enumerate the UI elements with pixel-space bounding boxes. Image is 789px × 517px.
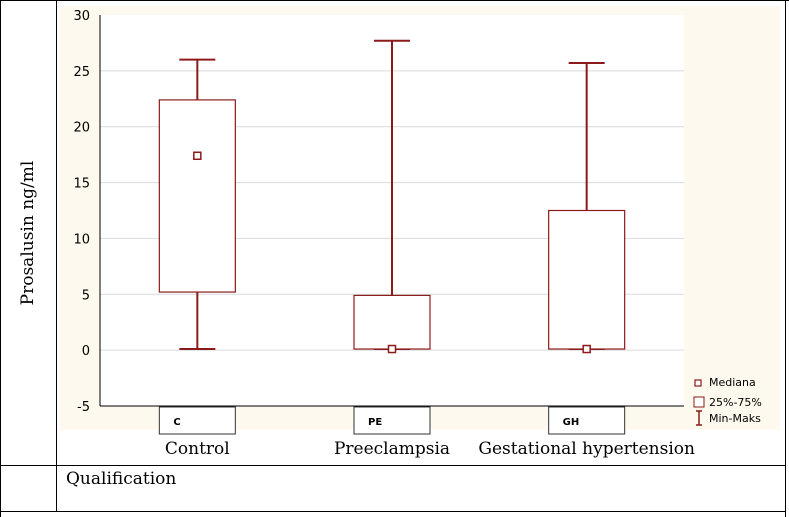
table-border-left bbox=[0, 0, 1, 517]
iqr-box bbox=[158, 99, 236, 293]
median-marker bbox=[193, 151, 202, 161]
median-marker bbox=[582, 344, 591, 354]
y-tick-label: -5 bbox=[77, 400, 90, 415]
iqr-box bbox=[548, 209, 626, 350]
table-border-top bbox=[0, 0, 789, 1]
legend-box-label: 25%-75% bbox=[709, 396, 762, 409]
y-tick-label: 0 bbox=[82, 344, 90, 359]
y-tick-label: 15 bbox=[73, 177, 90, 192]
x-category-label: Gestational hypertension bbox=[478, 439, 695, 459]
iqr-box bbox=[353, 294, 431, 350]
legend-median-label: Mediana bbox=[709, 376, 756, 389]
y-tick-label: 10 bbox=[73, 232, 90, 247]
boxplot-chart: -5 0 5 10 15 20 25 30 C Control PE Preeclampsia GH Ge… bbox=[60, 6, 780, 459]
x-category-label: Preeclampsia bbox=[334, 439, 450, 459]
y-tick-label: 30 bbox=[73, 9, 90, 24]
category-code-box bbox=[353, 406, 431, 435]
category-code-label: GH bbox=[563, 417, 580, 428]
x-category-label: Control bbox=[165, 439, 230, 459]
median-marker bbox=[387, 344, 397, 354]
table-row-divider bbox=[0, 465, 786, 466]
legend-whisker-label: Min-Maks bbox=[709, 412, 761, 425]
category-code-label: PE bbox=[368, 417, 382, 428]
y-tick-label: 5 bbox=[82, 288, 90, 303]
y-tick-label: 20 bbox=[73, 121, 90, 136]
qualification-label: Qualification bbox=[66, 469, 177, 489]
table-border-bottom bbox=[0, 511, 786, 512]
legend-median-icon bbox=[694, 379, 702, 387]
legend-box-icon bbox=[693, 396, 705, 408]
table-col-divider bbox=[56, 0, 57, 512]
category-code-box bbox=[158, 406, 236, 435]
category-code-box bbox=[548, 406, 626, 435]
y-tick-label: 25 bbox=[73, 65, 90, 80]
category-code-label: C bbox=[173, 417, 180, 428]
table-border-right bbox=[785, 0, 786, 517]
